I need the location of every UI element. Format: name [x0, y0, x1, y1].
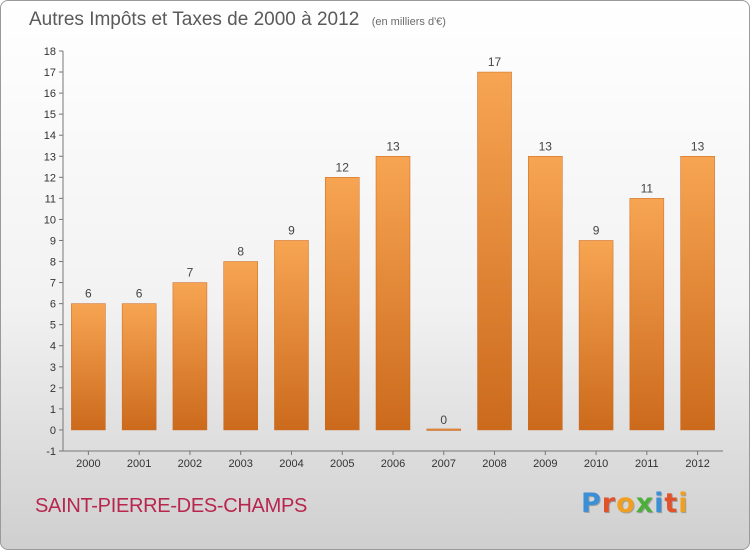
y-tick-label: 14: [44, 130, 56, 142]
bar-2003: [223, 261, 258, 431]
y-tick-label: 9: [50, 235, 56, 247]
y-tick-label: 3: [50, 362, 56, 374]
x-tick-label-2005: 2005: [330, 458, 354, 470]
x-tick-label-2008: 2008: [482, 458, 506, 470]
bar-2004: [274, 240, 309, 431]
bar-2012: [680, 156, 715, 431]
logo-letter: x: [635, 488, 655, 519]
title-row: Autres Impôts et Taxes de 2000 à 2012 (e…: [29, 9, 446, 31]
bar-2002: [172, 282, 208, 431]
logo-letter: o: [616, 488, 636, 519]
y-tick-label: 0: [50, 425, 56, 437]
y-tick-label: 6: [50, 299, 56, 311]
y-tick-label: 15: [44, 109, 56, 121]
bar-2001: [121, 303, 157, 431]
x-tick-label-2004: 2004: [279, 458, 303, 470]
logo-letter: i: [678, 488, 689, 519]
y-tick-label: 10: [44, 214, 56, 226]
logo-letter: P: [581, 488, 602, 519]
value-label-2001: 6: [136, 287, 143, 301]
x-tick-label-2001: 2001: [127, 458, 151, 470]
value-label-2010: 9: [593, 223, 600, 237]
x-tick-label-2000: 2000: [76, 458, 100, 470]
y-tick-label: 5: [50, 320, 56, 332]
bar-2011: [629, 198, 665, 431]
value-label-2003: 8: [237, 245, 244, 259]
value-label-2005: 12: [336, 160, 350, 174]
y-tick-label: 12: [44, 172, 56, 184]
x-tick-label-2006: 2006: [381, 458, 405, 470]
value-label-2012: 13: [691, 139, 705, 153]
y-tick-label: 2: [50, 383, 56, 395]
y-tick-label: 16: [44, 88, 56, 100]
logo-letter: r: [601, 488, 617, 519]
bar-2005: [324, 177, 360, 431]
proxiti-logo[interactable]: Proxiti: [581, 488, 689, 519]
y-tick-label: 11: [45, 193, 56, 205]
commune-name: SAINT-PIERRE-DES-CHAMPS: [35, 495, 308, 517]
y-tick-label: 17: [44, 67, 56, 79]
x-tick-label-2007: 2007: [432, 458, 456, 470]
x-tick-label-2011: 2011: [635, 458, 659, 470]
bar-2009: [528, 156, 563, 431]
y-tick-label: 4: [50, 341, 56, 353]
value-label-2008: 17: [488, 55, 502, 69]
x-tick-label-2010: 2010: [584, 458, 608, 470]
x-tick-label-2002: 2002: [178, 458, 202, 470]
value-label-2002: 7: [187, 266, 194, 280]
bar-2007: [426, 428, 462, 431]
value-label-2009: 13: [539, 139, 553, 153]
value-label-2006: 13: [386, 139, 400, 153]
y-tick-label: -1: [46, 446, 56, 458]
value-label-2000: 6: [85, 287, 92, 301]
bar-2008: [477, 71, 512, 431]
y-tick-label: 7: [50, 278, 56, 290]
y-tick-label: 18: [44, 46, 56, 58]
y-tick-label: 8: [50, 257, 56, 269]
chart-unit-note: (en milliers d'€): [371, 16, 446, 28]
value-label-2007: 0: [440, 413, 447, 427]
x-tick-label-2009: 2009: [533, 458, 557, 470]
logo-letter: i: [654, 488, 665, 519]
logo-letter: t: [664, 488, 679, 519]
value-label-2011: 11: [641, 181, 654, 195]
y-tick-label: 1: [50, 404, 56, 416]
x-tick-label-2012: 2012: [685, 458, 709, 470]
bar-2010: [578, 240, 614, 431]
y-tick-label: 13: [44, 151, 56, 163]
bar-2000: [71, 303, 106, 431]
bar-2006: [375, 156, 411, 431]
value-label-2004: 9: [288, 223, 295, 237]
x-tick-label-2003: 2003: [228, 458, 252, 470]
chart-title: Autres Impôts et Taxes de 2000 à 2012: [29, 9, 360, 30]
